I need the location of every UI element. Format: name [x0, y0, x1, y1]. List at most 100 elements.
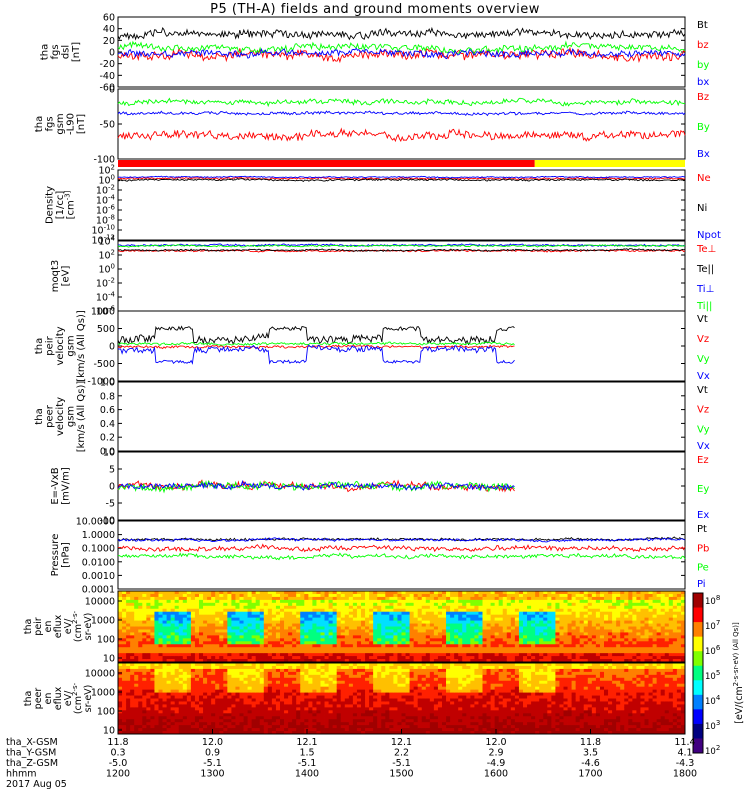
- spec-cell: [361, 632, 366, 636]
- spec-cell: [300, 665, 305, 670]
- spec-cell: [563, 617, 568, 621]
- spec-cell: [680, 591, 686, 595]
- spec-cell: [280, 704, 285, 708]
- spec-cell: [174, 614, 180, 619]
- spec-cell: [510, 620, 516, 624]
- spec-cell: [118, 593, 123, 598]
- spec-cell: [433, 641, 439, 645]
- spec-cell: [194, 674, 200, 679]
- spec-cell: [288, 716, 293, 720]
- spec-cell: [166, 620, 172, 624]
- spec-cell: [215, 614, 220, 619]
- spec-cell: [644, 602, 649, 607]
- spec-cell: [344, 663, 350, 667]
- spec-cell: [377, 641, 382, 645]
- spec-cell: [142, 602, 147, 607]
- spec-cell: [292, 663, 297, 667]
- spec-cell: [251, 650, 257, 654]
- spec-cell: [373, 626, 378, 630]
- spec-cell: [118, 632, 123, 636]
- spec-cell: [194, 704, 200, 708]
- spec-cell: [174, 596, 180, 601]
- spec-cell: [324, 674, 329, 679]
- spec-cell: [158, 644, 163, 648]
- spec-cell: [344, 701, 350, 705]
- spec-cell: [215, 728, 220, 732]
- spec-cell: [429, 614, 435, 619]
- spec-cell: [126, 686, 131, 691]
- spec-cell: [130, 719, 135, 723]
- spec-cell: [433, 617, 439, 621]
- spec-cell: [223, 614, 228, 619]
- spec-cell: [170, 713, 176, 717]
- spec-cell: [219, 659, 224, 663]
- spec-cell: [328, 689, 334, 693]
- spec-cell: [340, 665, 346, 670]
- spec-cell: [462, 632, 467, 636]
- spec-cell: [263, 635, 269, 639]
- y-tick-label: -5: [106, 499, 115, 510]
- spec-cell: [292, 704, 297, 708]
- spec-cell: [170, 593, 176, 598]
- spec-cell: [490, 659, 496, 663]
- spec-cell: [255, 686, 261, 691]
- spec-cell: [300, 614, 305, 619]
- spec-cell: [413, 641, 419, 645]
- spec-cell: [316, 617, 321, 621]
- spec-cell: [320, 725, 325, 729]
- spec-cell: [340, 656, 346, 660]
- spec-cell: [401, 608, 406, 613]
- spec-cell: [231, 656, 236, 660]
- spec-cell: [608, 591, 613, 595]
- spec-cell: [373, 591, 378, 595]
- spec-cell: [259, 663, 265, 667]
- spec-cell: [284, 707, 289, 711]
- spec-cell: [320, 701, 325, 705]
- spec-cell: [146, 671, 151, 676]
- spec-cell: [199, 683, 204, 688]
- spec-cell: [571, 617, 577, 621]
- spec-cell: [251, 659, 257, 663]
- spec-cell: [490, 632, 496, 636]
- spec-cell: [211, 713, 216, 717]
- spec-cell: [300, 692, 305, 696]
- series-fgs_dsl-0: [117, 26, 686, 41]
- spec-cell: [227, 704, 232, 708]
- spec-cell: [381, 650, 386, 654]
- spec-cell: [437, 608, 443, 613]
- spec-cell: [142, 608, 147, 613]
- spec-cell: [223, 689, 228, 693]
- spec-cell: [186, 665, 192, 670]
- spec-cell: [122, 722, 127, 726]
- spec-cell: [604, 650, 609, 654]
- spec-cell: [142, 653, 147, 657]
- spec-cell: [352, 605, 358, 610]
- spec-cell: [126, 683, 131, 688]
- spec-cell: [595, 659, 601, 663]
- spec-cell: [280, 683, 285, 688]
- spec-cell: [174, 647, 180, 651]
- spec-cell: [296, 707, 301, 711]
- spec-cell: [494, 611, 500, 616]
- spec-cell: [373, 632, 378, 636]
- spec-cell: [676, 617, 682, 621]
- spec-cell: [361, 638, 366, 642]
- spec-cell: [640, 641, 645, 645]
- spec-cell: [284, 617, 289, 621]
- spec-cell: [328, 650, 334, 654]
- spec-cell: [660, 608, 666, 613]
- spec-cell: [506, 653, 512, 657]
- spec-cell: [247, 629, 253, 633]
- spec-cell: [506, 614, 512, 619]
- spec-cell: [122, 704, 127, 708]
- spec-cell: [182, 591, 188, 595]
- spec-cell: [247, 716, 253, 720]
- spec-cell: [612, 635, 617, 639]
- spec-cell: [587, 599, 593, 604]
- spec-cell: [648, 608, 653, 613]
- spec-cell: [267, 638, 273, 642]
- spec-cell: [211, 719, 216, 723]
- spec-cell: [336, 632, 342, 636]
- spec-cell: [194, 629, 200, 633]
- spec-cell: [527, 591, 532, 595]
